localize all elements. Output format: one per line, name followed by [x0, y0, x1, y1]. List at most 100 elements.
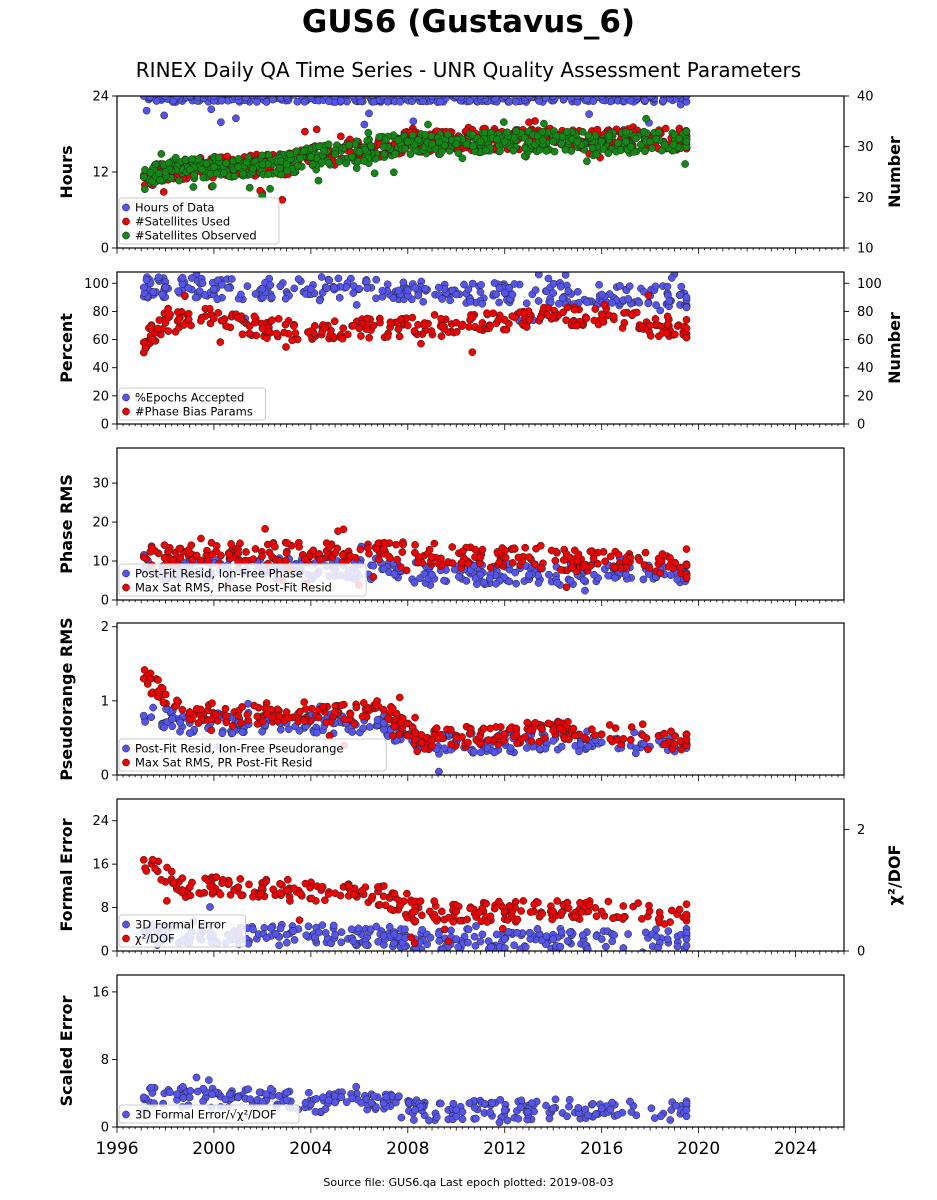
marker-1-3 [264, 170, 273, 179]
data-point [139, 173, 148, 181]
marker-1-3 [140, 185, 149, 194]
marker-1-3 [380, 150, 388, 158]
marker-3-2 [242, 548, 250, 556]
marker-2-1 [464, 285, 473, 294]
marker-1-1 [227, 87, 234, 94]
marker-5-2 [186, 891, 195, 900]
marker-2-1 [184, 284, 193, 292]
marker-1-1 [666, 87, 673, 94]
panel-markers [139, 87, 691, 204]
marker-2-1 [651, 282, 660, 291]
marker-1-1 [297, 96, 301, 97]
marker-1-1 [502, 96, 506, 97]
marker-2-1 [378, 286, 387, 295]
marker-5-1 [470, 932, 479, 941]
marker-5-2 [425, 907, 434, 916]
marker-1-1 [241, 88, 248, 95]
legend-marker [122, 758, 130, 767]
marker-5-2 [660, 920, 669, 928]
y-tick-label: 40 [92, 361, 109, 376]
marker-2-2 [452, 327, 461, 336]
panel-4 [112, 622, 845, 781]
marker-2-1 [466, 297, 475, 306]
marker-1-3 [538, 136, 547, 145]
marker-3-2 [448, 559, 457, 567]
marker-1-1 [387, 87, 394, 94]
data-point [597, 935, 606, 943]
marker-1-3 [421, 131, 430, 139]
marker-4-2 [237, 719, 245, 727]
marker-2-1 [399, 278, 408, 287]
marker-4-2 [196, 705, 205, 714]
marker-2-2 [430, 311, 439, 319]
marker-5-2 [317, 883, 326, 892]
marker-5-1 [487, 943, 495, 951]
y-tick-label-right: 40 [857, 361, 874, 376]
marker-1-1 [409, 117, 418, 126]
marker-1-2 [159, 188, 168, 196]
marker-3-1 [566, 576, 575, 585]
marker-2-2 [326, 331, 335, 339]
marker-3-2 [392, 540, 400, 549]
panel-5 [112, 798, 849, 963]
marker-3-1 [440, 576, 448, 585]
marker-1-3 [394, 135, 403, 144]
panel-6 [112, 974, 845, 1133]
y-axis-label-right: χ²/DOF [885, 845, 904, 906]
marker-4-2 [300, 698, 309, 706]
marker-1-1 [336, 96, 345, 105]
marker-1-1 [606, 87, 613, 94]
marker-5-2 [358, 886, 366, 895]
marker-5-2 [295, 916, 304, 924]
marker-1-3 [335, 157, 344, 166]
marker-3-1 [673, 575, 682, 584]
marker-2-1 [227, 275, 236, 283]
data-point [597, 290, 606, 299]
data-point [379, 931, 388, 940]
marker-1-1 [374, 88, 381, 95]
marker-5-1 [490, 956, 497, 963]
marker-4-2 [580, 733, 589, 742]
marker-2-1 [317, 273, 326, 281]
marker-2-2 [525, 315, 534, 324]
marker-5-2 [396, 900, 405, 909]
marker-5-1 [276, 924, 285, 933]
marker-4-1 [373, 716, 382, 724]
marker-4-2 [211, 710, 220, 719]
marker-2-1 [561, 272, 570, 279]
marker-2-2 [238, 330, 247, 339]
marker-5-2 [163, 863, 171, 872]
marker-5-2 [403, 889, 411, 898]
marker-1-3 [468, 130, 477, 139]
marker-2-1 [142, 276, 151, 284]
y-tick-label: 0 [101, 945, 109, 960]
marker-1-3 [293, 161, 302, 170]
marker-5-1 [418, 925, 427, 934]
marker-1-3 [367, 142, 376, 150]
marker-5-2 [236, 875, 245, 883]
marker-2-2 [663, 312, 672, 321]
marker-2-2 [184, 315, 193, 324]
legend-marker [122, 744, 130, 753]
marker-1-1 [389, 96, 397, 98]
data-point [549, 935, 558, 943]
marker-2-1 [635, 298, 644, 307]
marker-2-1 [531, 286, 540, 294]
marker-4-2 [359, 699, 368, 707]
marker-1-1 [348, 96, 357, 100]
marker-1-3 [660, 141, 669, 149]
marker-2-2 [250, 312, 259, 321]
marker-3-2 [557, 566, 565, 574]
data-point [428, 140, 436, 148]
data-point [210, 314, 218, 323]
marker-1-3 [509, 146, 518, 155]
marker-1-1 [589, 97, 598, 105]
marker-3-2 [316, 556, 324, 564]
marker-1-1 [264, 87, 271, 94]
marker-1-3 [584, 131, 593, 140]
marker-4-2 [222, 718, 231, 727]
marker-2-1 [276, 282, 285, 291]
marker-4-2 [619, 734, 628, 743]
marker-4-2 [446, 725, 455, 734]
marker-3-2 [249, 555, 258, 563]
